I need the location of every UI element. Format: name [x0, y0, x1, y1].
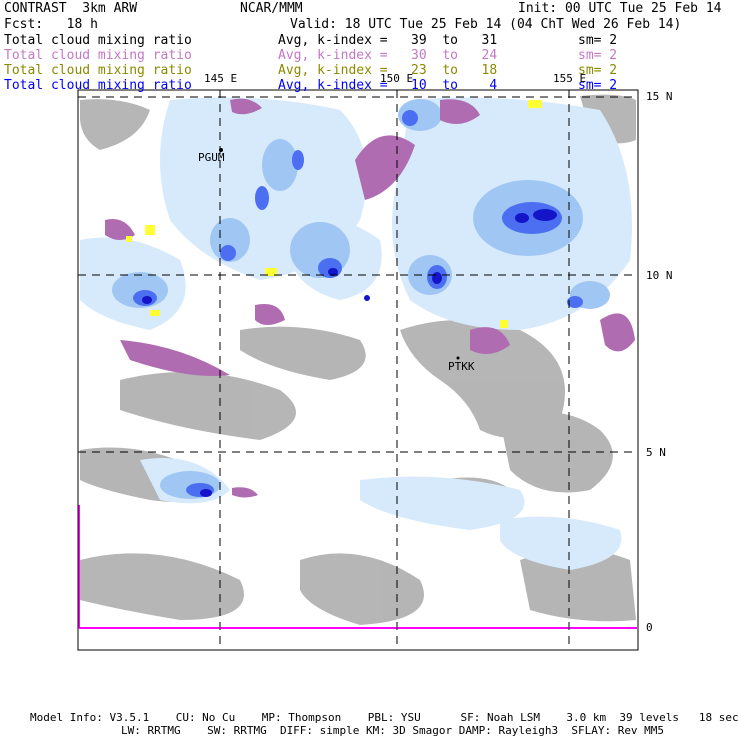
legend-sm-3: sm= 2	[578, 63, 618, 78]
station-marker	[219, 148, 223, 152]
lat-label-10n: 10 N	[646, 269, 673, 282]
station-marker	[456, 356, 460, 360]
forecast-hour: Fcst: 18 h	[4, 17, 98, 32]
lat-label-0: 0	[646, 621, 653, 634]
legend-sm-4: sm= 2	[578, 78, 618, 93]
lon-label-155e: 155 E	[553, 72, 587, 85]
yellow-cloud-layer	[126, 100, 542, 328]
footer-model-info-1: Model Info: V3.5.1 CU: No Cu MP: Thompso…	[30, 711, 739, 724]
legend-field-4: Total cloud mixing ratio	[4, 78, 192, 93]
lat-lon-grid	[78, 90, 638, 650]
legend-field-3: Total cloud mixing ratio	[4, 63, 192, 78]
lon-label-150e: 150 E	[380, 72, 414, 85]
legend-field-2: Total cloud mixing ratio	[4, 48, 192, 63]
legend-sm-2: sm= 2	[578, 48, 618, 63]
legend-range-4: Avg, k-index = 10 to 4	[278, 78, 498, 93]
legend-sm-1: sm= 2	[578, 33, 618, 48]
footer-model-info-2: LW: RRTMG SW: RRTMG DIFF: simple KM: 3D …	[121, 724, 665, 737]
magenta-boundary	[78, 505, 637, 629]
gray-cloud-layer	[80, 94, 636, 625]
center-name: NCAR/MMM	[240, 1, 303, 16]
station-label-ptkk: PTKK	[448, 360, 475, 373]
lat-label-15n: 15 N	[646, 90, 673, 103]
model-title: CONTRAST 3km ARW	[4, 1, 138, 16]
init-time: Init: 00 UTC Tue 25 Feb 14	[518, 1, 722, 16]
station-label-pgum: PGUM	[198, 151, 225, 164]
lon-label-145e: 145 E	[204, 72, 238, 85]
legend-range-1: Avg, k-index = 39 to 31	[278, 33, 498, 48]
purple-cloud-layer	[105, 98, 635, 498]
lat-label-5n: 5 N	[646, 446, 666, 459]
legend-range-2: Avg, k-index = 30 to 24	[278, 48, 498, 63]
valid-time: Valid: 18 UTC Tue 25 Feb 14 (04 ChT Wed …	[290, 17, 682, 32]
map-frame-border	[77, 89, 639, 651]
legend-field-1: Total cloud mixing ratio	[4, 33, 192, 48]
legend-range-3: Avg, k-index = 23 to 18	[278, 63, 498, 78]
dark-blue-core-layer	[142, 209, 557, 497]
